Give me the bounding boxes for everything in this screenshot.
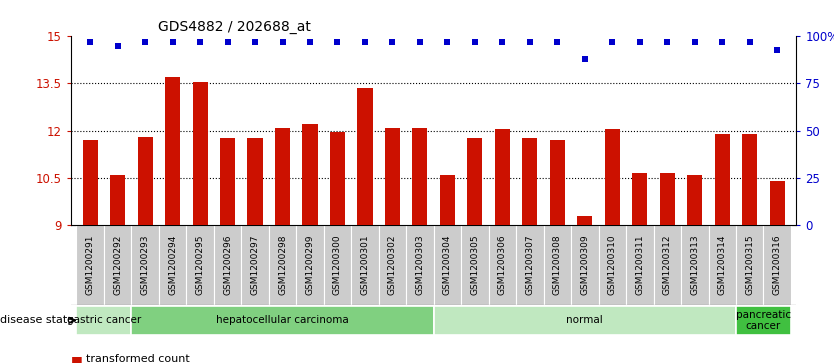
Bar <box>275 127 290 225</box>
Text: GSM1200302: GSM1200302 <box>388 234 397 295</box>
Bar <box>467 138 482 225</box>
Bar <box>434 306 736 335</box>
Bar <box>550 140 565 225</box>
Text: GSM1200312: GSM1200312 <box>663 234 672 295</box>
Bar <box>495 129 510 225</box>
Text: GSM1200295: GSM1200295 <box>195 234 204 295</box>
Bar <box>241 225 269 305</box>
Text: gastric cancer: gastric cancer <box>67 315 141 325</box>
Bar <box>138 137 153 225</box>
Text: GSM1200298: GSM1200298 <box>278 234 287 295</box>
Bar <box>269 225 296 305</box>
Bar <box>186 225 214 305</box>
Bar <box>736 225 763 305</box>
Bar <box>516 225 544 305</box>
Bar <box>330 132 345 225</box>
Bar <box>571 225 599 305</box>
Text: GSM1200307: GSM1200307 <box>525 234 535 295</box>
Bar <box>77 306 131 335</box>
Text: GSM1200315: GSM1200315 <box>746 234 754 295</box>
Bar <box>83 140 98 225</box>
Text: GSM1200294: GSM1200294 <box>168 234 177 295</box>
Bar <box>193 82 208 225</box>
Bar <box>303 124 318 225</box>
Text: GSM1200293: GSM1200293 <box>141 234 149 295</box>
Bar <box>599 225 626 305</box>
Text: GSM1200309: GSM1200309 <box>580 234 590 295</box>
Text: pancreatic
cancer: pancreatic cancer <box>736 310 791 331</box>
Text: transformed count: transformed count <box>86 354 189 363</box>
Text: hepatocellular carcinoma: hepatocellular carcinoma <box>216 315 349 325</box>
Bar <box>660 173 675 225</box>
Text: GSM1200292: GSM1200292 <box>113 234 122 295</box>
Text: GSM1200304: GSM1200304 <box>443 234 452 295</box>
Bar <box>522 138 537 225</box>
Bar <box>715 134 730 225</box>
Text: GSM1200306: GSM1200306 <box>498 234 507 295</box>
Bar <box>77 225 104 305</box>
Bar <box>158 225 186 305</box>
Text: disease state: disease state <box>0 315 74 325</box>
Bar <box>577 216 592 225</box>
Bar <box>626 225 654 305</box>
Text: ■: ■ <box>71 354 83 363</box>
Bar <box>742 134 757 225</box>
Text: GSM1200297: GSM1200297 <box>250 234 259 295</box>
Bar <box>461 225 489 305</box>
Bar <box>440 175 455 225</box>
Bar <box>489 225 516 305</box>
Bar <box>385 127 400 225</box>
Bar <box>379 225 406 305</box>
Text: GSM1200311: GSM1200311 <box>636 234 645 295</box>
Bar <box>763 225 791 305</box>
Bar <box>248 138 263 225</box>
Text: GSM1200291: GSM1200291 <box>86 234 94 295</box>
Bar <box>131 306 434 335</box>
Text: GSM1200308: GSM1200308 <box>553 234 562 295</box>
Bar <box>351 225 379 305</box>
Text: GSM1200300: GSM1200300 <box>333 234 342 295</box>
Bar <box>104 225 131 305</box>
Bar <box>632 173 647 225</box>
Text: normal: normal <box>566 315 603 325</box>
Text: GDS4882 / 202688_at: GDS4882 / 202688_at <box>158 20 311 34</box>
Bar <box>687 175 702 225</box>
Bar <box>736 306 791 335</box>
Bar <box>324 225 351 305</box>
Bar <box>131 225 158 305</box>
Text: GSM1200296: GSM1200296 <box>223 234 232 295</box>
Bar <box>544 225 571 305</box>
Bar <box>681 225 709 305</box>
Text: GSM1200310: GSM1200310 <box>608 234 617 295</box>
Bar <box>412 127 428 225</box>
Text: GSM1200314: GSM1200314 <box>718 234 726 295</box>
Text: GSM1200313: GSM1200313 <box>691 234 699 295</box>
Bar <box>110 175 125 225</box>
Text: GSM1200299: GSM1200299 <box>305 234 314 295</box>
Bar <box>770 181 785 225</box>
Text: GSM1200316: GSM1200316 <box>773 234 781 295</box>
Bar <box>220 138 235 225</box>
Bar <box>654 225 681 305</box>
Bar <box>434 225 461 305</box>
Text: GSM1200305: GSM1200305 <box>470 234 480 295</box>
Bar <box>406 225 434 305</box>
Bar <box>165 77 180 225</box>
Bar <box>358 88 373 225</box>
Bar <box>605 129 620 225</box>
Bar <box>214 225 241 305</box>
Bar <box>296 225 324 305</box>
Text: GSM1200303: GSM1200303 <box>415 234 425 295</box>
Bar <box>709 225 736 305</box>
Text: GSM1200301: GSM1200301 <box>360 234 369 295</box>
